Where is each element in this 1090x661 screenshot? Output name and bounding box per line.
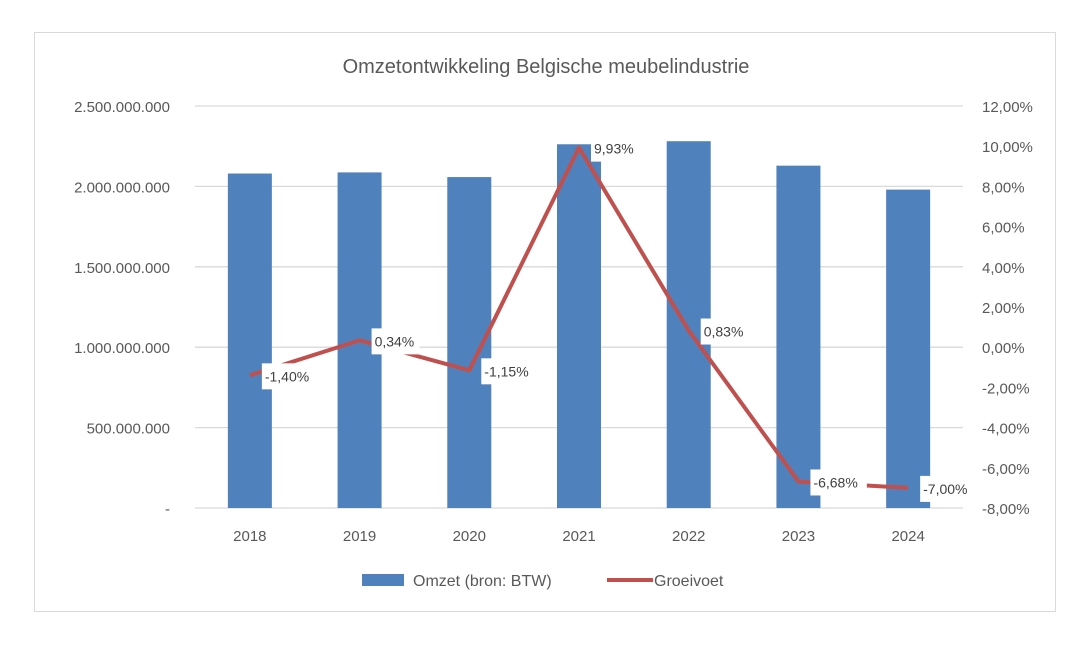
chart-frame	[34, 32, 1056, 612]
data-label-2021: 9,93%	[594, 141, 634, 157]
data-labels: -1,40% 0,34% -1,15% 9,93% 0,83% -6,68% -7,00%	[261, 135, 977, 502]
data-label-bg	[261, 363, 319, 390]
x-tick-label: 2022	[672, 528, 705, 545]
data-label-bg	[591, 135, 639, 162]
data-label-2018: -1,40%	[265, 368, 309, 384]
data-label-bg	[700, 318, 749, 345]
bar-2024	[886, 189, 931, 508]
x-axis: 2018 2019 2020 2021 2022 2023 2024	[233, 528, 925, 545]
left-tick-label: 1.500.000.000	[74, 260, 170, 277]
data-label-bg	[371, 328, 420, 355]
data-label-bg	[481, 358, 538, 385]
legend-label-omzet: Omzet (bron: BTW)	[413, 573, 552, 590]
left-tick-label: 500.000.000	[87, 421, 170, 438]
data-label-bg	[810, 469, 867, 496]
chart-title: Omzetontwikkeling Belgische meubelindust…	[343, 56, 750, 78]
legend: Omzet (bron: BTW) Groeivoet	[362, 573, 724, 590]
x-tick-label: 2021	[562, 528, 595, 545]
bar-2023	[776, 165, 821, 508]
right-tick-label: 0,00%	[982, 340, 1025, 357]
left-tick-label: 2.000.000.000	[74, 179, 170, 196]
x-tick-label: 2023	[782, 528, 815, 545]
data-label-bg	[920, 475, 977, 502]
data-label-2022: 0,83%	[704, 324, 744, 340]
legend-label-groeivoet: Groeivoet	[654, 573, 724, 590]
right-tick-label: 12,00%	[982, 99, 1033, 116]
x-tick-label: 2024	[891, 528, 924, 545]
bar-2018	[227, 173, 272, 508]
right-tick-label: 4,00%	[982, 260, 1025, 277]
data-label-2020: -1,15%	[484, 363, 528, 379]
right-tick-label: -2,00%	[982, 380, 1030, 397]
bar-2021	[557, 144, 601, 509]
left-tick-label: -	[165, 501, 170, 518]
right-tick-label: -4,00%	[982, 421, 1030, 438]
right-tick-label: 10,00%	[982, 139, 1033, 156]
data-label-2019: 0,34%	[375, 333, 415, 349]
line-series	[249, 145, 909, 490]
right-tick-label: 2,00%	[982, 300, 1025, 317]
bar-series	[227, 141, 931, 509]
data-label-2024: -7,00%	[923, 481, 967, 497]
legend-swatch-bar	[362, 574, 404, 586]
right-tick-label: -8,00%	[982, 501, 1030, 518]
x-tick-label: 2018	[233, 528, 266, 545]
x-tick-label: 2019	[343, 528, 376, 545]
right-tick-label: 6,00%	[982, 220, 1025, 237]
left-tick-label: 1.000.000.000	[74, 340, 170, 357]
right-tick-label: 8,00%	[982, 179, 1025, 196]
data-label-2023: -6,68%	[813, 474, 857, 490]
right-tick-label: -6,00%	[982, 461, 1030, 478]
x-tick-label: 2020	[453, 528, 486, 545]
right-axis: -8,00% -6,00% -4,00% -2,00% 0,00% 2,00% 4,00% 6…	[982, 99, 1033, 518]
left-tick-label: 2.500.000.000	[74, 99, 170, 116]
left-axis: - 500.000.000 1.000.000.000 1.500.000.000 2.…	[74, 99, 170, 518]
